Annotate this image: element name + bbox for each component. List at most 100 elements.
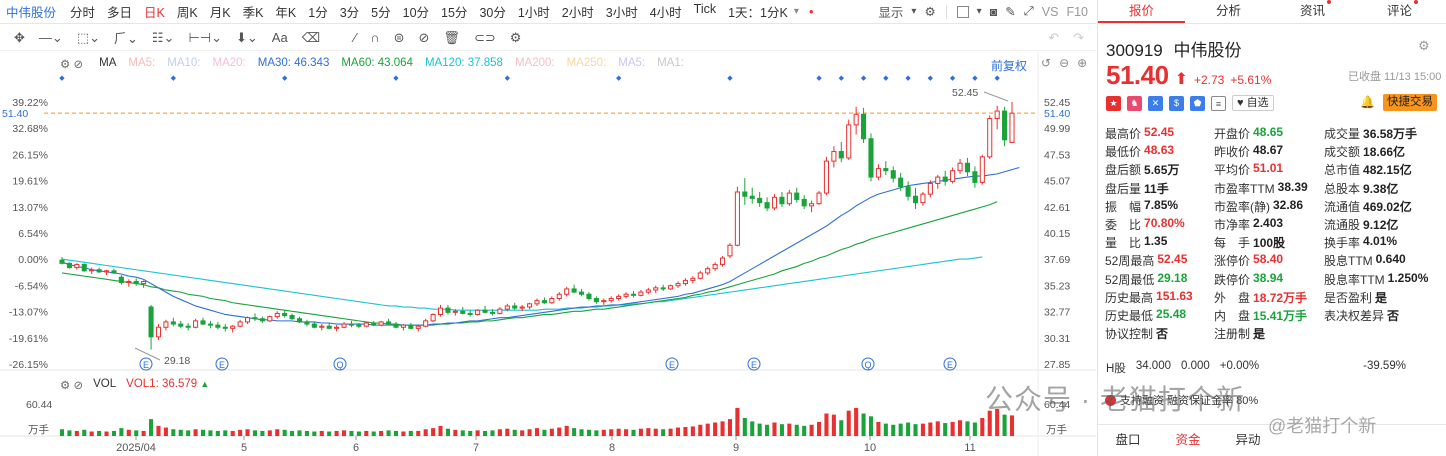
fullscreen-icon[interactable]: ⤢ <box>1023 4 1034 18</box>
add-watchlist-button[interactable]: ♥ 自选 <box>1232 95 1274 111</box>
period-tab[interactable]: 日K <box>144 6 165 20</box>
gear-icon[interactable]: ⚙ <box>1418 38 1430 53</box>
period-tab[interactable]: 2小时 <box>561 6 594 20</box>
vs-button[interactable]: VS <box>1041 4 1059 19</box>
price-change: +2.73 <box>1193 73 1225 87</box>
ma-legend-item[interactable]: MA30: 46.343 <box>257 57 330 69</box>
candle-body <box>133 280 139 285</box>
bottom-tab[interactable]: 资金 <box>1175 433 1201 447</box>
chevron-down-icon[interactable]: ▾ <box>976 6 982 17</box>
text-tool-icon[interactable]: Aa <box>271 30 288 45</box>
volume-bar <box>149 419 154 436</box>
volume-bar <box>416 430 421 436</box>
ruler-icon[interactable]: ∕ <box>354 30 357 45</box>
reset-icon[interactable]: ↺ <box>1041 56 1052 70</box>
period-tab[interactable]: 5分 <box>371 6 391 20</box>
zoom-out-icon[interactable]: ⊖ <box>1059 56 1070 70</box>
left-tick-label: 0.00% <box>18 254 48 266</box>
rect-tool-icon[interactable]: ⬚⌄ <box>76 29 100 45</box>
volume-bar <box>995 408 1000 436</box>
quote-row: 最高价 52.45 开盘价 48.65 成交量 36.58万手 <box>1105 125 1445 143</box>
period-tab[interactable]: 3分 <box>339 6 360 20</box>
bottom-tab[interactable]: 盘口 <box>1115 433 1141 447</box>
kline-svg[interactable]: ◆ ◆ ◆ ◆ ◆ ◆ ◆ ◆ ◆ ◆ ◆ ◆ ◆ ◆ ◆ ◆ 39.22% 32.68% 26.15% 19.61%… <box>0 52 1096 456</box>
zoom-in-icon[interactable]: ⊕ <box>1077 56 1088 70</box>
polyline-tool-icon[interactable]: ⺁⌄ <box>114 31 138 46</box>
dollar-icon[interactable]: $ <box>1169 95 1184 111</box>
volume-bar <box>542 429 547 436</box>
crosshair-move-icon[interactable]: ✥ <box>14 29 25 45</box>
fast-trade-button[interactable]: 快捷交易 <box>1383 94 1437 111</box>
quote-cell: 注册制是 <box>1214 325 1324 343</box>
measure-tool-icon[interactable]: ⊢⊣⌄ <box>188 29 222 45</box>
candle-body <box>230 325 236 329</box>
quote-value: 32.86 <box>1273 197 1304 212</box>
checkbox-icon[interactable] <box>956 5 969 18</box>
kline-setting[interactable]: 1天：1分K <box>728 6 788 20</box>
period-tab[interactable]: Tick <box>693 2 717 16</box>
exchange-icon[interactable]: ✕ <box>1148 95 1163 111</box>
pen-icon[interactable]: ✎ <box>1005 5 1016 19</box>
stock-name-link[interactable]: 中伟股份 <box>6 6 57 20</box>
ma-legend-item[interactable]: MA120: 37.858 <box>424 57 503 69</box>
candle-body <box>378 321 384 326</box>
ma-settings-icon[interactable]: ⚙ ⊘ <box>60 59 84 71</box>
vol-settings-icon[interactable]: ⚙ ⊘ <box>60 380 84 392</box>
period-tab[interactable]: 3小时 <box>605 6 638 20</box>
period-tab[interactable]: 1小时 <box>517 6 550 20</box>
period-tab[interactable]: 月K <box>209 6 231 20</box>
hide-icon[interactable]: ⊘ <box>418 29 430 45</box>
ma-legend-item[interactable]: MA200: <box>514 57 555 69</box>
redo-icon[interactable]: ↷ <box>1073 29 1084 45</box>
arrow-down-tool-icon[interactable]: ⬇⌄ <box>236 29 258 45</box>
ma-legend-item[interactable]: MA60: 43.064 <box>341 57 413 69</box>
bell-icon[interactable]: 🔔 <box>1360 95 1375 109</box>
panel-tab[interactable]: 评论 <box>1359 0 1446 23</box>
panel-tab[interactable]: 资讯 <box>1272 0 1359 23</box>
fib-tool-icon[interactable]: ☷⌄ <box>151 29 175 45</box>
ma-legend-item[interactable]: MA250: <box>566 57 607 69</box>
chevron-down-icon[interactable]: ▾ <box>911 6 917 17</box>
period-tab[interactable]: 季K <box>242 6 264 20</box>
line-tool-icon[interactable]: —⌄ <box>38 29 63 45</box>
period-tab[interactable]: 1分 <box>308 6 328 20</box>
period-tab[interactable]: 10分 <box>402 6 430 20</box>
ma-legend-item[interactable]: MA10: <box>167 57 201 69</box>
kline-chart[interactable]: ◆ ◆ ◆ ◆ ◆ ◆ ◆ ◆ ◆ ◆ ◆ ◆ ◆ ◆ ◆ ◆ 39.22% 32.68% 26.15% 19.61%… <box>0 52 1096 456</box>
volume-bar <box>89 431 94 436</box>
tag-icon[interactable]: ⬟ <box>1190 95 1205 111</box>
undo-icon[interactable]: ↶ <box>1048 29 1060 45</box>
quote-label: 市净率 <box>1214 217 1251 232</box>
doc-icon[interactable]: ≡ <box>1211 95 1226 111</box>
period-tab[interactable]: 周K <box>176 6 198 20</box>
period-tab[interactable]: 年K <box>275 6 297 20</box>
period-tab[interactable]: 分时 <box>70 6 96 20</box>
rocket-icon[interactable]: ♞ <box>1127 95 1142 111</box>
chevron-down-icon[interactable]: ▾ <box>793 6 799 17</box>
ma-legend-item[interactable]: MA5: <box>128 57 156 69</box>
ma-legend-item[interactable]: MA5: <box>618 57 646 69</box>
fuquan-button[interactable]: 前复权 <box>991 59 1028 73</box>
gear-icon[interactable]: ⚙ <box>924 5 936 19</box>
trash-icon[interactable]: 🗑 <box>443 29 460 45</box>
camera-icon[interactable]: ◙ <box>989 4 998 19</box>
lock-icon[interactable]: ⊜ <box>393 29 405 45</box>
volume-bar <box>980 417 985 436</box>
bottom-tab[interactable]: 异动 <box>1235 433 1261 447</box>
ma-legend-item[interactable]: MA20: <box>212 57 246 69</box>
period-tab[interactable]: 4小时 <box>649 6 682 20</box>
settings-icon[interactable]: ⚙ <box>509 29 522 45</box>
panel-tab[interactable]: 报价 <box>1098 0 1185 23</box>
panel-tab[interactable]: 分析 <box>1185 0 1272 23</box>
ma-legend-item[interactable]: MA1: <box>657 57 684 69</box>
magnet-icon[interactable]: ∩ <box>370 30 380 45</box>
candle-body <box>289 315 295 320</box>
period-tab[interactable]: 15分 <box>441 6 468 20</box>
f10-button[interactable]: F10 <box>1066 4 1088 19</box>
eraser-tool-icon[interactable]: ⌫ <box>301 29 321 45</box>
period-tab[interactable]: 30分 <box>479 6 506 20</box>
link-icon[interactable]: ⊂⊃ <box>473 29 496 45</box>
period-tab[interactable]: 多日 <box>107 6 133 20</box>
display-button[interactable]: 显示 <box>878 6 904 20</box>
candle-body <box>853 113 859 126</box>
